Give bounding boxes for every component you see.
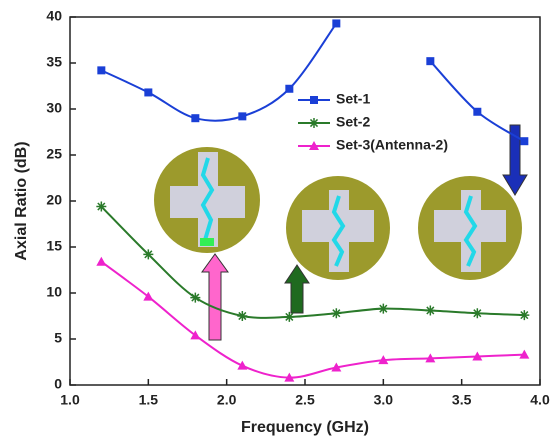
marker xyxy=(473,107,482,116)
marker xyxy=(472,308,483,319)
x-tick-label: 1.5 xyxy=(139,392,159,408)
y-tick-label: 20 xyxy=(46,192,62,208)
marker xyxy=(96,201,107,212)
marker xyxy=(190,292,201,303)
marker xyxy=(237,360,248,370)
antenna-photos xyxy=(154,147,522,280)
antenna-1 xyxy=(154,147,260,253)
marker xyxy=(284,311,295,322)
legend-label: Set-2 xyxy=(336,114,370,130)
y-tick-label: 0 xyxy=(54,376,62,392)
y-tick-label: 40 xyxy=(46,8,62,24)
x-tick-label: 4.0 xyxy=(530,392,550,408)
marker xyxy=(310,96,318,104)
y-tick-label: 10 xyxy=(46,284,62,300)
legend-label: Set-3(Antenna-2) xyxy=(336,137,448,153)
legend-entry: Set-2 xyxy=(298,114,370,130)
marker xyxy=(378,303,389,314)
series-line xyxy=(100,205,525,319)
x-tick-label: 3.0 xyxy=(374,392,394,408)
marker xyxy=(237,311,248,321)
marker xyxy=(143,291,154,301)
legend-label: Set-1 xyxy=(336,91,370,107)
marker xyxy=(144,88,153,97)
x-axis-label: Frequency (GHz) xyxy=(241,419,369,436)
marker xyxy=(520,137,529,146)
marker xyxy=(309,118,319,128)
marker xyxy=(378,355,389,365)
antenna-3 xyxy=(418,176,522,280)
y-tick-label: 5 xyxy=(54,330,62,346)
marker xyxy=(96,256,107,266)
marker xyxy=(425,353,436,363)
arrows xyxy=(201,124,528,341)
y-tick-label: 30 xyxy=(46,100,62,116)
marker xyxy=(426,57,435,66)
marker xyxy=(519,349,530,359)
marker xyxy=(331,362,342,372)
marker xyxy=(191,114,200,123)
antenna-2 xyxy=(286,176,390,280)
y-axis-label: Axial Ratio (dB) xyxy=(13,141,30,260)
y-tick-label: 15 xyxy=(46,238,62,254)
x-tick-label: 3.5 xyxy=(452,392,472,408)
legend-entry: Set-1 xyxy=(298,91,370,107)
marker xyxy=(425,305,436,316)
x-tick-label: 1.0 xyxy=(60,392,80,408)
marker xyxy=(238,112,247,121)
plot-area xyxy=(96,19,530,382)
marker xyxy=(519,310,530,321)
marker xyxy=(143,249,154,260)
marker xyxy=(472,351,483,361)
marker xyxy=(190,330,201,340)
marker xyxy=(332,19,341,28)
x-tick-label: 2.0 xyxy=(217,392,237,408)
marker xyxy=(284,372,295,382)
x-tick-label: 2.5 xyxy=(295,392,315,408)
y-tick-label: 25 xyxy=(46,146,62,162)
y-tick-label: 35 xyxy=(46,54,62,70)
marker xyxy=(309,141,319,150)
marker xyxy=(331,308,342,319)
legend-entry: Set-3(Antenna-2) xyxy=(298,137,448,153)
series-line xyxy=(100,260,525,379)
marker xyxy=(285,84,294,93)
marker xyxy=(97,66,106,75)
